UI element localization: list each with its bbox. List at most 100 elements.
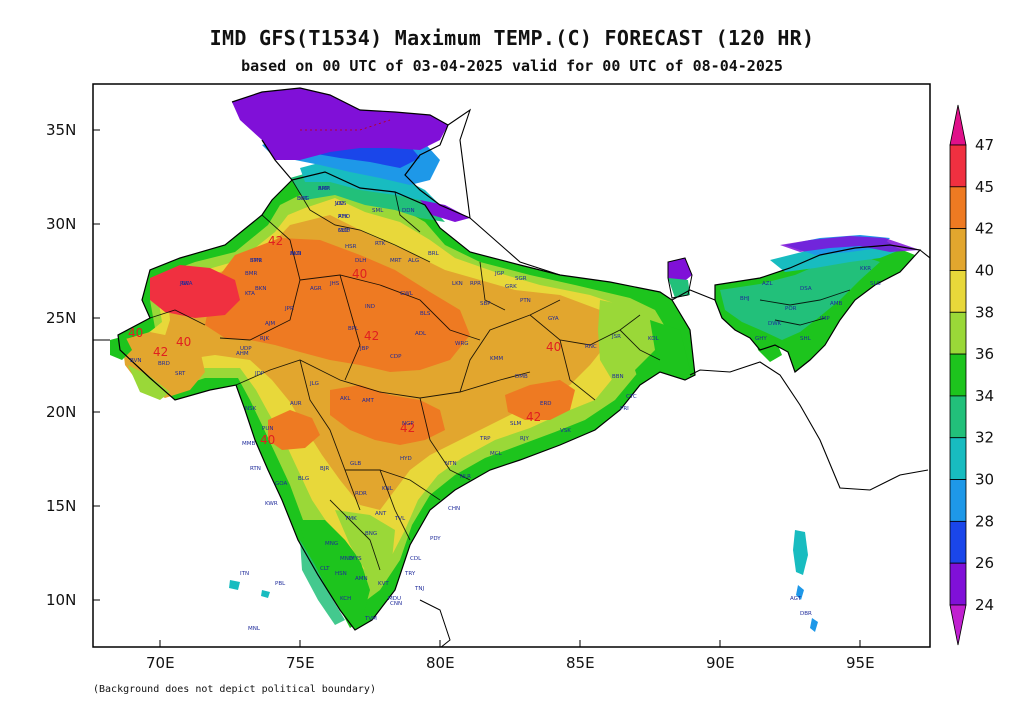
city-code: RPR: [470, 281, 481, 287]
city-code: DBG: [297, 196, 309, 202]
city-code: MCL: [490, 451, 503, 457]
city-code: TVM: [364, 616, 377, 622]
city-code: BLS: [420, 311, 431, 317]
colorbar-swatch: [949, 479, 967, 522]
city-code: JLD: [334, 201, 344, 207]
city-code: TMK: [344, 516, 357, 522]
zone-45-47: [150, 265, 240, 318]
colorbar-label: 45: [975, 178, 994, 196]
city-code: ALG: [408, 258, 419, 264]
contour-label: 42: [526, 410, 541, 424]
south-coast: [300, 520, 370, 628]
map-subtitle: based on 00 UTC of 03-04-2025 valid for …: [241, 57, 783, 75]
city-code: BHJ: [740, 296, 750, 302]
city-code: GWL: [400, 291, 414, 297]
lat-tick-label: 35N: [46, 121, 76, 139]
city-code: BVN: [130, 358, 141, 364]
city-code: AUR: [290, 401, 302, 407]
city-code: KVT: [378, 581, 389, 587]
lon-tick-label: 95E: [846, 654, 875, 672]
city-code: IND: [365, 304, 375, 310]
city-code: AGT: [790, 596, 802, 602]
city-code: NGP: [402, 421, 414, 427]
city-code: AZL: [762, 281, 774, 287]
city-code: BKN: [290, 251, 302, 257]
city-code: KWR: [265, 501, 278, 507]
lon-tick-label: 75E: [286, 654, 315, 672]
city-code: PTK: [338, 214, 349, 220]
colorbar-label: 36: [975, 345, 994, 363]
city-code: BKN: [255, 286, 267, 292]
city-code: DBR: [800, 611, 812, 617]
city-code: SBP: [480, 301, 491, 307]
state-boundaries: [149, 179, 851, 571]
city-code: BRL: [428, 251, 440, 257]
city-code: BHT: [297, 196, 309, 202]
city-code: MDU: [388, 596, 401, 602]
city-code: CNN: [390, 601, 402, 607]
city-code: GOA: [275, 481, 287, 487]
city-code: RJY: [520, 436, 529, 442]
city-code: MZF: [338, 228, 350, 234]
city-code: TNJ: [414, 586, 424, 592]
colorbar-label: 34: [975, 387, 994, 405]
city-code: VNS: [335, 201, 347, 207]
lat-tick-label: 30N: [46, 215, 76, 233]
city-code: KNL: [382, 486, 394, 492]
city-code: GHY: [755, 336, 767, 342]
city-code: BNG: [365, 531, 377, 537]
colorbar-swatch: [949, 520, 967, 564]
city-code: AGR: [310, 286, 322, 292]
zone-42-45-east: [505, 380, 575, 420]
city-code: PTN: [520, 298, 531, 304]
city-code: STN: [250, 258, 261, 264]
city-code: BBN: [612, 374, 624, 380]
city-code: KMM: [490, 356, 503, 362]
colorbar-swatch: [949, 270, 967, 313]
city-code: JPR: [284, 306, 294, 312]
city-code: RDR: [355, 491, 367, 497]
city-code: PUN: [262, 426, 273, 432]
colorbar-swatch: [949, 311, 967, 355]
zone-below-24: [232, 88, 448, 160]
colorbar-swatch: [949, 562, 967, 606]
city-code: JSR: [611, 334, 621, 340]
city-code: CDP: [390, 354, 402, 360]
sikkim: [668, 258, 692, 285]
city-code: UDP: [240, 346, 252, 352]
city-code: GYA: [548, 316, 559, 322]
lon-tick-label: 90E: [706, 654, 735, 672]
city-code: RJK: [260, 336, 269, 342]
city-code: ANT: [375, 511, 387, 517]
city-code: TRP: [479, 436, 491, 442]
contour-label: 42: [400, 421, 415, 435]
city-code: DSA: [800, 286, 812, 292]
colorbar-label: 26: [975, 554, 994, 572]
contour-label: 40: [176, 335, 191, 349]
city-code: JBP: [359, 346, 369, 352]
colorbar-swatch: [949, 437, 967, 480]
contour-labels: 42 40 40 42 42 40 42 40 42 40: [128, 234, 561, 447]
colorbar-swatch: [949, 395, 967, 439]
city-code: DDN: [402, 208, 415, 214]
city-code: PRI: [620, 406, 629, 412]
city-code: PBL: [275, 581, 286, 587]
contour-label: 40: [128, 326, 143, 340]
city-code: MMB: [242, 441, 255, 447]
colorbar-label: 32: [975, 429, 994, 447]
city-code: RNC: [585, 344, 597, 350]
city-code: SML: [372, 208, 384, 214]
colorbar-label: 28: [975, 512, 994, 530]
city-code: CLT: [320, 566, 330, 572]
city-code: DMB: [515, 374, 528, 380]
city-code: MNL: [248, 626, 261, 632]
colorbar-label: 47: [975, 136, 994, 154]
city-codes: JSK BMR PTK BKN JLD AMR BHT CHD SML DDN HSR RTK DLH M…: [130, 186, 881, 632]
contour-label: 42: [153, 345, 168, 359]
city-code: AKL: [340, 396, 351, 402]
colorbar-swatch: [949, 228, 967, 271]
city-code: KKR: [860, 266, 871, 272]
city-code: SLG: [870, 281, 881, 287]
city-code: PDY: [430, 536, 441, 542]
